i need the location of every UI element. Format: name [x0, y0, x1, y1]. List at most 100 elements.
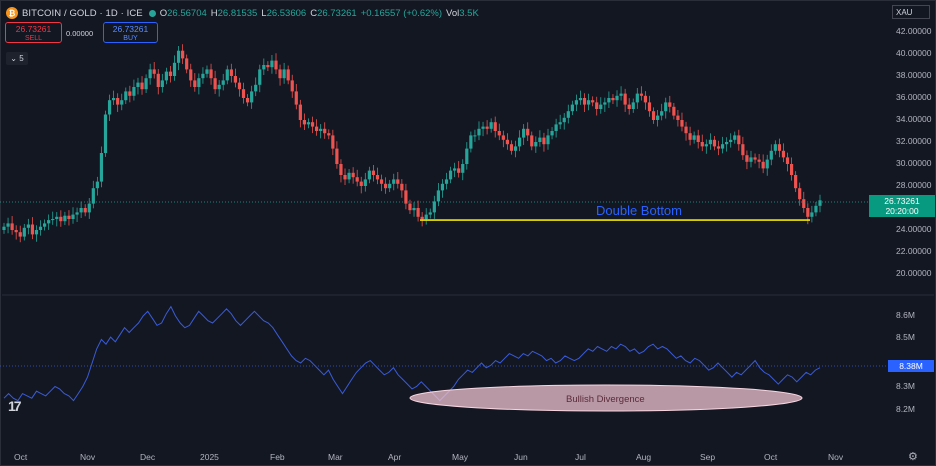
candle-body [225, 69, 229, 81]
candle-body [168, 71, 173, 76]
candle-body [656, 115, 660, 120]
price-tick: 22.00000 [896, 246, 932, 256]
ohlc-value: 26.53606 [266, 7, 307, 19]
candle-body [237, 82, 242, 90]
candle-body [282, 69, 286, 79]
candle-body [392, 179, 396, 184]
candle-body [367, 170, 371, 180]
candle-body [363, 179, 367, 186]
buy-label: BUY [123, 35, 138, 42]
volume-line [3, 305, 821, 402]
ohlc-value: 3.5K [459, 7, 479, 19]
candle-body [684, 126, 688, 134]
candle-body [99, 153, 104, 182]
candle-body [802, 199, 806, 208]
price-tick: 32.00000 [896, 136, 932, 146]
candle-body [327, 133, 331, 136]
ohlc-values: O26.56704 H26.81535 L26.53606 C26.73261 +0.1… [160, 8, 483, 19]
candle-body [384, 183, 388, 189]
price-tick: 36.00000 [896, 92, 932, 102]
symbol-title[interactable]: BITCOIN / GOLD · 1D · ICE [22, 7, 143, 19]
ohlc-value: 26.56704 [167, 7, 207, 19]
candle-body [26, 224, 30, 228]
candle-body [440, 183, 445, 191]
candle-body [513, 146, 518, 151]
last-volume-label: 8.38M [888, 360, 934, 372]
spread-value: 0.00000 [66, 29, 94, 38]
candle-body [339, 164, 343, 175]
candle-body [396, 179, 400, 184]
tradingview-logo-icon[interactable]: 17 [8, 398, 22, 414]
candle-body [193, 80, 197, 87]
candle-body [201, 73, 205, 79]
candle-body [140, 82, 144, 90]
candle-body [493, 122, 497, 131]
buy-button[interactable]: 26.73261 BUY [103, 22, 158, 43]
candle-body [595, 102, 599, 109]
candle-body [643, 95, 648, 103]
candle-body [335, 148, 339, 164]
candle-body [290, 80, 294, 92]
candle-body [306, 122, 311, 125]
time-tick: Oct [14, 452, 28, 462]
candle-body [176, 50, 181, 63]
candle-body [67, 215, 71, 219]
candle-body [30, 224, 35, 235]
ohlc-value: 26.73261 [317, 7, 357, 19]
volume-tick: 8.6M [896, 310, 915, 320]
price-tick: 24.00000 [896, 224, 932, 234]
candle-body [789, 164, 794, 175]
candle-body [599, 104, 603, 109]
candle-body [152, 69, 156, 74]
candle-body [562, 117, 566, 123]
candle-body [688, 133, 692, 140]
volume-series-line [3, 305, 821, 402]
candle-body [509, 144, 514, 151]
time-tick: Mar [328, 452, 343, 462]
candle-body [635, 93, 639, 103]
candle-body [298, 104, 302, 120]
candle-body [623, 93, 627, 105]
candle-body [71, 214, 75, 219]
ohlc-key: C [310, 7, 318, 19]
ohlc-item: O26.56704 [160, 8, 207, 19]
time-tick: Aug [636, 452, 652, 462]
candle-body [615, 95, 619, 101]
price-tick: 30.00000 [896, 158, 932, 168]
candle-body [603, 102, 607, 105]
ohlc-item: Vol3.5K [446, 8, 479, 19]
gear-icon[interactable]: ⚙ [908, 451, 918, 463]
candle-body [197, 78, 201, 87]
last-price-value: 26.73261 [884, 196, 920, 206]
indicators-toggle-button[interactable]: ⌄ 5 [6, 52, 28, 65]
price-tick: 42.00000 [896, 26, 932, 36]
sell-button[interactable]: 26.73261 SELL [5, 22, 62, 43]
candle-body [773, 144, 777, 151]
candle-body [810, 212, 814, 217]
candle-body [424, 214, 428, 219]
candle-body [664, 102, 668, 112]
ohlc-key: Vol [446, 7, 460, 19]
candle-body [574, 100, 579, 105]
candle-body [749, 157, 753, 162]
candle-body [481, 126, 485, 129]
candle-body [651, 111, 656, 120]
candle-body [522, 128, 526, 138]
candle-body [47, 220, 51, 224]
candle-body [189, 69, 193, 81]
candle-body [278, 69, 282, 79]
market-status-dot-icon [148, 9, 156, 17]
candle-body [412, 208, 416, 211]
candle-body [221, 80, 225, 85]
candle-body [388, 183, 392, 189]
candle-body [704, 144, 708, 147]
candle-body [639, 93, 643, 96]
currency-selector[interactable]: XAU [892, 5, 930, 19]
price-tick: 20.00000 [896, 268, 932, 278]
candle-body [765, 159, 769, 169]
candle-body [294, 91, 298, 105]
candle-body [517, 137, 522, 147]
candle-body [314, 126, 319, 131]
candle-body [343, 175, 347, 180]
